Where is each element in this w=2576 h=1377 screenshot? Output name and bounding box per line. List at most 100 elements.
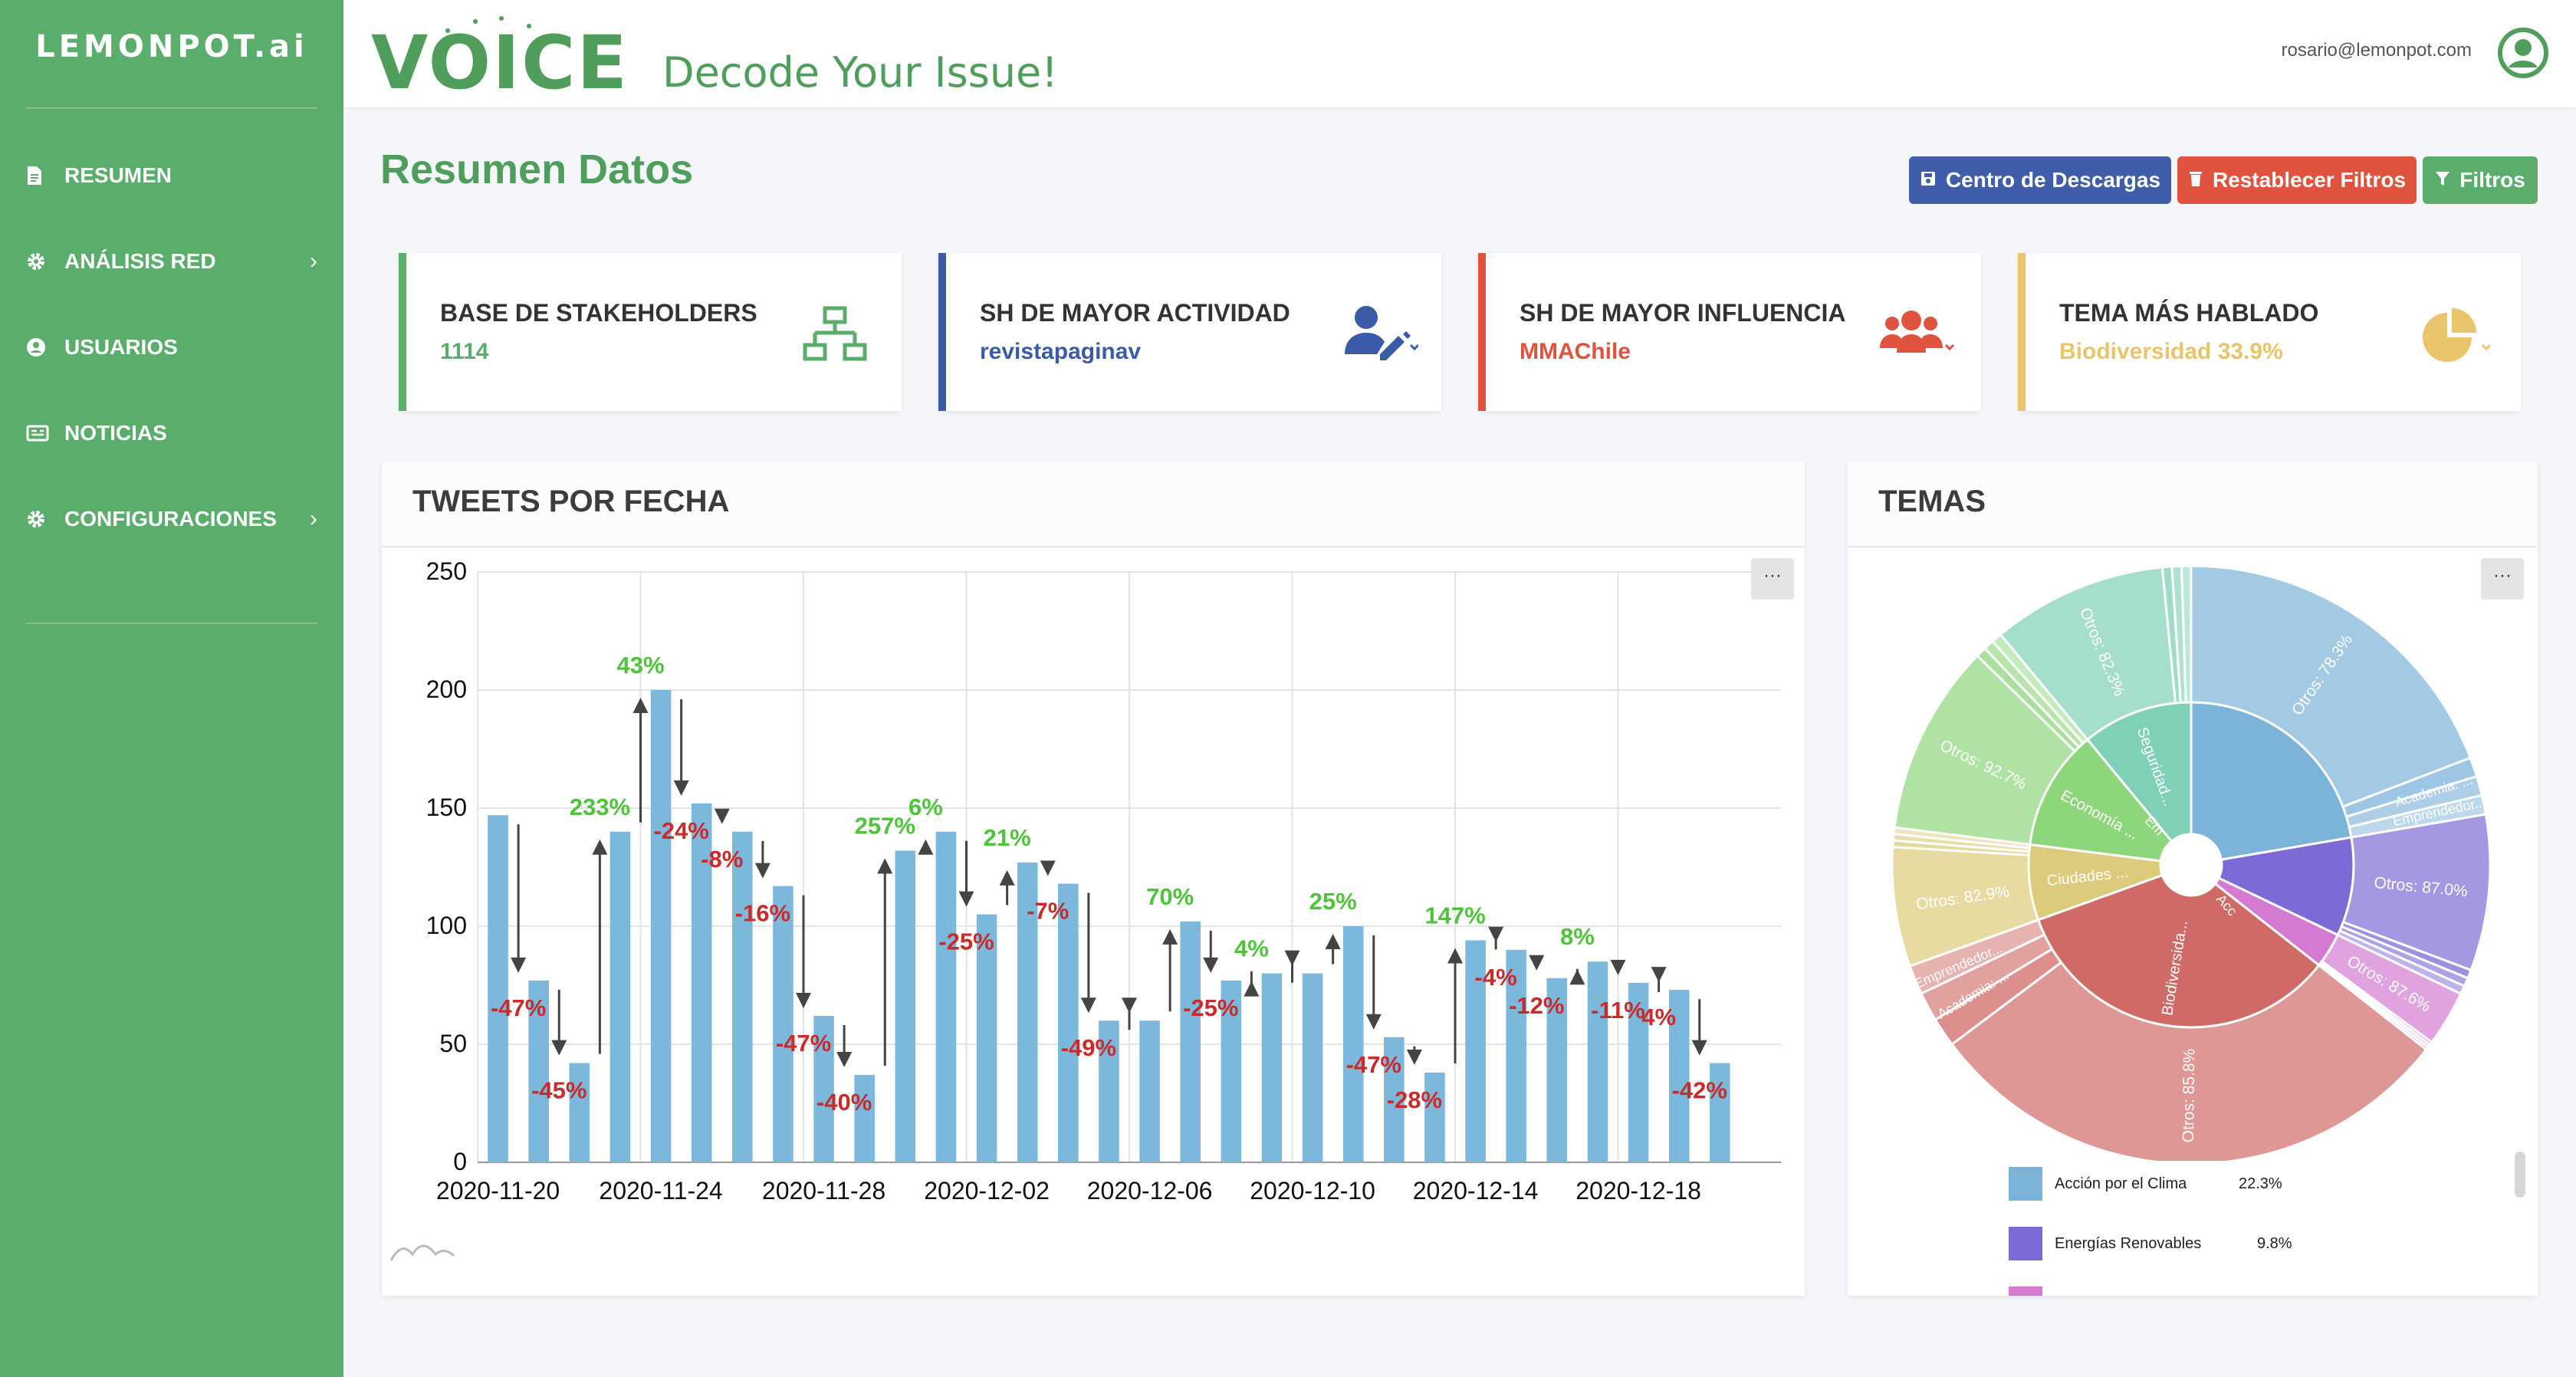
bar [1261,973,1283,1162]
legend-label: Acción por el Clima [2055,1175,2187,1192]
change-label: -25% [938,928,994,955]
change-arrow [551,989,567,1056]
legend-label: Energías Renovables [2055,1234,2202,1252]
sidebar-item-label: NOTICIAS [64,421,167,445]
change-arrow [511,824,527,973]
change-arrow [1284,950,1300,983]
y-tick-label: 100 [426,912,467,939]
change-label: 43% [616,652,664,679]
y-tick-label: 200 [426,675,467,703]
change-label: -42% [1672,1077,1727,1104]
filters-label: Filtros [2459,168,2525,192]
panel-header: TEMAS [1848,462,2538,547]
reset-filters-button[interactable]: Restablecer Filtros [2177,156,2417,204]
legend-value: 9.8% [2257,1234,2292,1252]
bar [976,914,997,1162]
bar [813,1016,834,1162]
change-arrow [1080,892,1096,1014]
app-logo: LEMONPOT.ai [35,29,308,64]
bar [1099,1020,1119,1162]
sunburst-center [2160,834,2222,896]
sidebar-item-usuarios[interactable]: USUARIOS [26,320,317,374]
filters-button[interactable]: Filtros [2423,156,2538,204]
chart-menu-button[interactable]: ··· [1751,558,1794,600]
change-arrow [1488,926,1504,950]
download-center-label: Centro de Descargas [1945,168,2161,192]
legend-item[interactable]: Acción por el Clima 22.3% [2009,1165,2282,1202]
sidebar-item-label: ANÁLISIS RED [64,249,216,273]
sidebar-item-analisis-red[interactable]: ANÁLISIS RED › [26,235,317,288]
card-most-influence: SH DE MAYOR INFLUENCIA MMAChile [1478,253,1981,411]
bar [1587,961,1608,1162]
filter-icon [2435,168,2450,192]
legend-item[interactable]: Energías Renovables 9.8% [2009,1225,2292,1262]
panel-header: TWEETS POR FECHA [382,462,1805,547]
change-arrow [592,839,608,1054]
user-edit-icon[interactable] [1334,301,1420,370]
chevron-right-icon: › [310,248,317,274]
change-arrow [1244,971,1260,997]
gear-icon [26,509,64,529]
sunburst-outer-segment [2180,564,2193,704]
user-email[interactable]: rosario@lemonpot.com [2281,40,2472,61]
change-arrow [999,869,1015,905]
sidebar-item-noticias[interactable]: NOTICIAS [26,406,317,460]
brand-tagline: Decode Your Issue! [662,48,1058,97]
legend-scrollbar[interactable] [2515,1152,2525,1198]
change-label: 21% [984,824,1031,851]
card-value: revistapaginav [980,339,1142,364]
sparkle-dots-icon [445,16,531,33]
change-arrow [1447,948,1463,1063]
change-arrow [796,895,811,1009]
change-arrow [673,699,689,796]
x-tick-label: 2020-12-10 [1250,1177,1375,1204]
sidebar-item-label: RESUMEN [64,163,172,187]
change-label: 4% [1641,1004,1676,1030]
save-icon [1920,168,1937,192]
sidebar-item-label: USUARIOS [64,335,178,359]
bar [650,690,672,1162]
change-label: 25% [1309,888,1357,915]
user-avatar-icon[interactable] [2498,28,2548,78]
sidebar: LEMONPOT.ai RESUMEN ANÁLISIS RED › USUAR… [0,0,343,1377]
user-circle-icon [26,337,64,357]
sidebar-item-label: CONFIGURACIONES [64,507,277,531]
change-label: -45% [531,1077,586,1104]
chart-menu-button[interactable]: ··· [2481,558,2524,600]
card-title: TEMA MÁS HABLADO [2059,299,2319,327]
topics-panel: TEMAS ··· Biodiversida... Ciudades ... Eco… [1848,462,2538,1296]
change-label: -12% [1509,992,1564,1019]
change-label: -11% [1591,997,1645,1024]
bar [528,980,549,1162]
topics-sunburst-chart: Biodiversida...Ciudades ...Economía ...S… [1891,564,2492,1161]
bar [569,1063,590,1162]
bar [1180,921,1201,1162]
change-label: -8% [701,846,743,873]
trash-icon [2188,168,2203,192]
change-label: -4% [1475,964,1517,991]
card-top-topic: TEMA MÁS HABLADO Biodiversidad 33.9% [2018,253,2521,411]
bar [1546,978,1568,1162]
bar [1384,1037,1405,1162]
users-icon[interactable] [1874,301,1958,370]
x-tick-label: 2020-12-14 [1413,1177,1539,1204]
change-arrow [836,1025,853,1068]
bar [1628,982,1649,1162]
newspaper-icon [26,424,64,442]
pie-chart-icon[interactable] [2413,301,2498,370]
card-stakeholder-base: BASE DE STAKEHOLDERS 1114 [399,253,902,411]
card-most-active: SH DE MAYOR ACTIVIDAD revistapaginav [938,253,1441,411]
gear-icon [26,251,64,271]
change-label: -24% [653,817,708,844]
legend-swatch [2009,1287,2042,1296]
sunburst-outer-segment [1950,961,2428,1161]
sidebar-item-resumen[interactable]: RESUMEN [26,149,317,202]
x-tick-label: 2020-12-02 [924,1177,1050,1204]
download-center-button[interactable]: Centro de Descargas [1909,156,2171,204]
change-label: 257% [855,812,915,839]
sidebar-item-configuraciones[interactable]: CONFIGURACIONES › [26,492,317,546]
change-arrow [1365,935,1382,1030]
change-arrow [1406,1046,1422,1065]
bar [1424,1072,1445,1162]
top-bar: VOICE Decode Your Issue! rosario@lemonpo… [343,0,2576,107]
